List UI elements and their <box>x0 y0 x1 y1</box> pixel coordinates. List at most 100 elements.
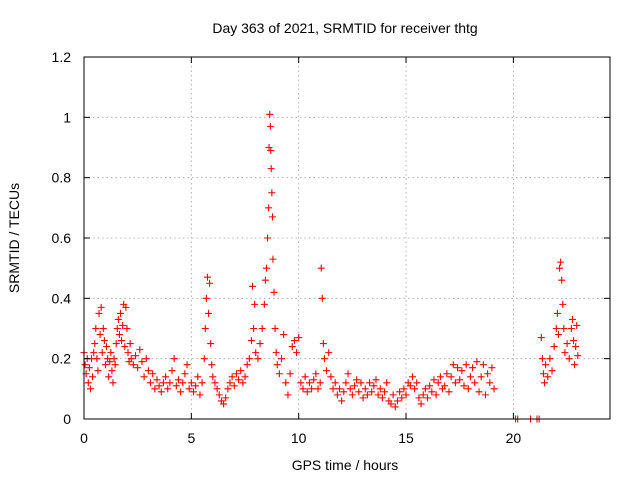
data-point <box>471 379 479 387</box>
data-point <box>396 388 404 396</box>
data-point <box>142 355 150 363</box>
data-point <box>340 388 348 396</box>
data-point <box>565 355 573 363</box>
data-point <box>421 385 429 393</box>
x-axis-label: GPS time / hours <box>292 457 399 473</box>
axis-ticks: 0 0.2 0.4 0.6 0.8 1 1.2 0 5 10 15 20 <box>52 49 610 446</box>
data-point <box>116 309 124 317</box>
data-point <box>99 325 107 332</box>
data-point <box>548 367 556 375</box>
data-point <box>305 379 313 387</box>
data-point <box>329 385 337 393</box>
data-point <box>235 376 243 384</box>
data-point <box>207 340 215 348</box>
data-point <box>475 388 483 396</box>
data-point <box>290 337 298 345</box>
data-point <box>288 343 296 351</box>
data-point <box>114 315 122 323</box>
data-point <box>327 373 335 381</box>
data-point <box>571 361 579 369</box>
data-point <box>370 382 378 390</box>
data-point <box>151 385 159 393</box>
data-point <box>269 213 277 221</box>
data-point <box>351 382 359 390</box>
data-point <box>249 282 257 290</box>
data-point <box>456 376 464 384</box>
data-point <box>355 388 363 396</box>
data-point <box>284 391 292 399</box>
data-point <box>462 361 470 369</box>
y-tick-label: 1.2 <box>52 49 72 65</box>
gridlines <box>84 57 610 419</box>
data-point <box>254 355 262 363</box>
data-point <box>97 303 105 311</box>
data-point <box>174 376 182 384</box>
data-point <box>179 379 187 387</box>
data-point <box>271 325 279 332</box>
data-point <box>317 264 325 272</box>
data-point <box>168 367 176 375</box>
data-point <box>261 276 269 284</box>
data-point <box>96 331 104 339</box>
data-point <box>572 343 580 351</box>
x-tick-label: 10 <box>291 430 307 446</box>
data-point <box>490 385 498 393</box>
data-point <box>115 331 123 339</box>
data-point <box>211 379 219 387</box>
data-point <box>159 379 167 387</box>
data-point <box>272 349 280 357</box>
data-point <box>333 391 341 399</box>
data-point <box>301 373 309 381</box>
y-tick-label: 0 <box>63 411 71 427</box>
data-point <box>325 349 333 357</box>
data-point <box>266 110 274 118</box>
data-point <box>451 379 459 387</box>
data-point <box>166 379 174 387</box>
data-point <box>554 331 562 339</box>
data-point <box>415 394 423 402</box>
data-point <box>344 370 352 378</box>
data-point <box>113 325 121 332</box>
data-point <box>149 370 157 378</box>
data-point <box>408 373 416 381</box>
data-point <box>121 343 129 351</box>
data-point <box>106 358 114 366</box>
data-point <box>127 355 135 363</box>
x-tick-label: 20 <box>506 430 522 446</box>
data-point <box>224 385 232 393</box>
data-point <box>558 276 566 284</box>
data-point <box>348 391 356 399</box>
data-point <box>203 273 211 281</box>
data-point <box>126 340 134 348</box>
data-point <box>101 361 109 369</box>
chart-title: Day 363 of 2021, SRMTID for receiver tht… <box>212 20 477 36</box>
data-point <box>258 325 266 332</box>
data-point <box>81 361 89 369</box>
data-point <box>129 361 137 369</box>
data-point <box>381 388 389 396</box>
data-point <box>241 373 249 381</box>
data-point <box>103 343 111 351</box>
y-tick-label: 0.4 <box>52 290 72 306</box>
data-point <box>100 337 108 345</box>
data-point <box>295 334 303 342</box>
data-point <box>318 294 326 302</box>
data-point <box>252 349 260 357</box>
x-tick-label: 15 <box>398 430 414 446</box>
data-point <box>187 379 195 387</box>
data-point <box>136 346 144 354</box>
data-point <box>208 361 216 369</box>
data-point <box>297 379 305 387</box>
data-point <box>194 373 202 381</box>
data-point <box>293 349 301 357</box>
data-point <box>209 373 217 381</box>
data-point <box>109 379 117 387</box>
data-point <box>460 382 468 390</box>
data-point <box>430 376 438 384</box>
data-point <box>445 388 453 396</box>
data-point <box>192 382 200 390</box>
data-point <box>140 373 148 381</box>
data-point <box>464 385 472 393</box>
data-point <box>215 391 223 399</box>
data-point <box>269 255 277 263</box>
